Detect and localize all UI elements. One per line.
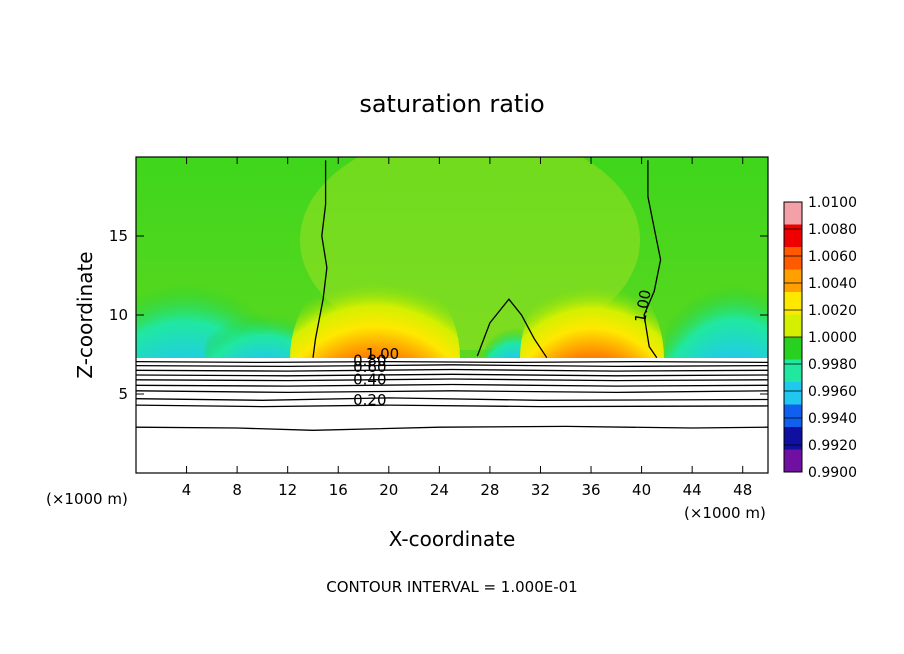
colorbar-swatch [784,382,802,405]
colorbar-label: 0.9920 [808,438,857,454]
below-range-region [136,358,768,473]
x-tick-label: 12 [278,481,297,499]
x-tick-label: 28 [480,481,499,499]
contour-label: 0.80 [353,352,386,370]
contour-label: 1.00 [366,345,399,363]
colorbar-swatch [784,292,802,315]
colorbar-label: 1.0060 [808,249,857,265]
contour-line-0.70 [136,373,768,377]
x-unit-left: (×1000 m) [46,490,128,508]
contour-line-1.00 [136,360,768,364]
colorbar-label: 1.0020 [808,303,857,319]
colorbar-swatch [784,449,802,473]
contour-line-1.00 [476,298,548,359]
colorbar-swatch [784,224,802,248]
colorbar-swatch [784,359,802,383]
colorbar-swatch [784,269,802,293]
x-tick-label: 44 [683,481,702,499]
colorbar-swatch [784,427,802,450]
colorbar-swatch [784,314,802,338]
contour-line-0.60 [136,378,768,382]
y-tick-label: 15 [109,227,128,245]
contour-label: 0.60 [353,358,386,376]
x-unit-right: (×1000 m) [684,504,766,522]
y-axis: 5 10 15 [109,227,768,403]
colorbar-label: 1.0000 [808,330,857,346]
colorbar-swatch [784,247,802,270]
colorbar-label: 0.9900 [808,465,857,481]
colorbar-label: 0.9980 [808,357,857,373]
contour-labels: 1.001.000.800.600.400.20 [353,288,655,409]
contour-label: 0.40 [353,371,386,389]
colorbar-label: 0.9960 [808,384,857,400]
contour-lines [136,160,768,431]
colorbar-label: 1.0100 [808,195,857,211]
contour-label: 0.20 [353,391,386,409]
contour-interval-note: CONTOUR INTERVAL = 1.000E-01 [326,578,577,596]
plot-area: 1.001.000.800.600.400.20 [136,157,768,473]
colorbar-swatch [784,337,802,360]
y-tick-label: 10 [109,306,128,324]
y-tick-label: 5 [118,385,128,403]
x-tick-label: 40 [632,481,651,499]
x-tick-label: 20 [379,481,398,499]
x-tick-label: 16 [329,481,348,499]
colorbar-label: 1.0040 [808,276,857,292]
contour-label: 1.00 [631,288,655,324]
contour-line-0.40 [136,390,768,394]
colorbar-swatch [784,202,802,225]
contour-line-0.50 [136,383,768,387]
contour-line-0.30 [136,397,768,401]
colorbar-label: 1.0080 [808,222,857,238]
colorbar-swatch [784,404,802,428]
contour-line-1.00 [312,160,328,358]
contour-line-0.10 [136,425,768,431]
contour-line-1.00 [643,160,662,359]
x-tick-label: 4 [182,481,192,499]
x-tick-label: 8 [232,481,242,499]
x-tick-label: 48 [733,481,752,499]
y-axis-title: Z-coordinate [73,251,97,378]
colorbar: 1.0100 1.0080 1.0060 1.0040 1.0020 1.0000 0.99… [783,195,857,481]
contour-line-0.90 [136,364,768,368]
x-axis-title: X-coordinate [389,527,516,551]
contour-line-0.20 [136,404,768,408]
x-axis: 4 8 12 16 20 24 28 32 36 40 44 48 [182,157,752,499]
chart-title: saturation ratio [359,90,544,118]
colorbar-label: 0.9940 [808,411,857,427]
x-tick-label: 24 [430,481,449,499]
contour-line-0.80 [136,368,768,372]
x-tick-label: 32 [531,481,550,499]
x-tick-label: 36 [581,481,600,499]
